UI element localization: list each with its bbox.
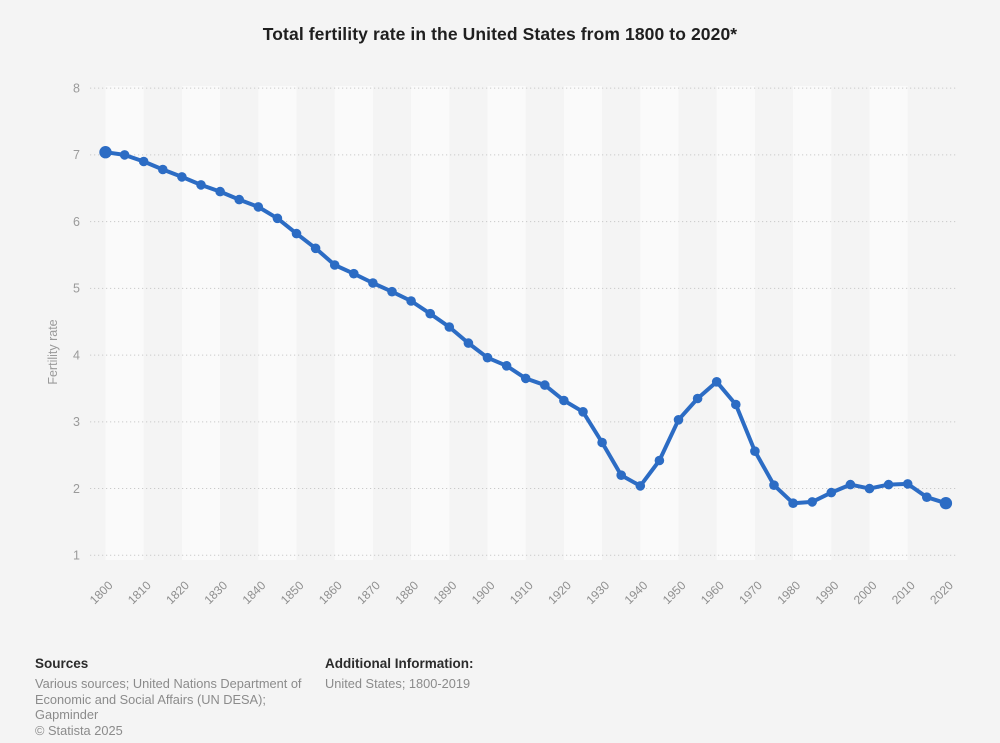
x-axis-tick-label: 1970 [736,578,765,607]
decade-band [716,86,755,560]
y-axis-tick-label: 7 [73,148,80,162]
data-point [750,446,760,457]
decade-band [563,86,603,560]
x-axis-tick-label: 1920 [545,578,574,607]
data-point [939,497,953,510]
x-axis-tick-label: 1870 [354,578,383,607]
x-axis-tick-label: 1910 [507,578,536,607]
data-point [349,268,359,279]
decade-band [181,86,221,560]
x-axis-tick-label: 2020 [927,578,956,607]
data-point [826,487,837,498]
data-point [387,286,397,297]
sources-label: Sources [35,656,89,671]
data-point [788,498,798,509]
data-point [234,194,244,205]
y-axis-tick-label: 1 [73,549,80,563]
x-axis-tick-label: 1940 [622,578,651,607]
data-point [177,172,187,182]
x-axis-tick-label: 1850 [278,578,307,607]
data-point [119,150,130,160]
data-point [520,373,531,384]
y-axis-tick-label: 6 [73,215,80,229]
x-axis-tick-label: 1930 [583,578,612,607]
sources-line: Economic and Social Affairs (UN DESA); [35,691,266,707]
data-point [425,308,436,319]
data-point [654,455,665,466]
data-point [406,296,416,306]
data-point [99,146,112,159]
sources-line: Gapminder [35,707,99,723]
data-point [922,492,932,503]
data-point [807,497,817,507]
data-point [158,164,168,175]
x-axis-tick-label: 1830 [201,578,230,607]
x-axis-tick-label: 1880 [392,578,421,607]
data-point [272,213,283,224]
data-point [291,228,302,239]
data-point [215,186,225,197]
decade-band [640,86,679,560]
x-axis-tick-label: 1890 [431,578,460,607]
data-point [845,479,856,490]
data-point [883,479,894,490]
data-point [864,483,875,494]
x-axis-tick-label: 1840 [240,578,269,607]
decade-band [105,86,144,560]
y-axis-tick-label: 2 [73,482,80,496]
additional-information-label: Additional Information: [325,656,474,671]
sources-block: Sources Various sources; United Nations … [35,656,320,738]
y-axis-tick-label: 8 [73,81,80,95]
data-point [482,352,493,363]
data-point [329,260,340,270]
data-point [578,407,588,417]
data-point [902,479,913,489]
additional-information-block: Additional Information: United States; 1… [325,656,625,692]
data-point [444,322,455,332]
x-axis-tick-label: 1860 [316,578,345,607]
x-axis-tick-label: 1990 [813,578,842,607]
decade-band [793,86,832,560]
chart-title: Total fertility rate in the United State… [262,24,738,44]
y-axis-tick-label: 3 [73,415,80,429]
x-axis-tick-label: 2010 [889,578,918,607]
decade-band [487,86,526,560]
copyright-text: © Statista 2025 [35,722,123,738]
x-axis-tick-label: 1950 [660,578,689,607]
data-point [711,377,722,387]
x-axis-tick-label: 1800 [87,578,116,607]
data-point [559,395,569,406]
decade-band [258,86,297,560]
x-axis-tick-label: 1810 [125,578,154,607]
data-point [540,380,550,390]
data-point [692,393,703,404]
y-axis-tick-label: 5 [73,282,80,296]
x-axis-tick-label: 1980 [774,578,803,607]
data-point [597,437,607,448]
data-point [673,415,684,425]
x-axis-tick-label: 2000 [851,578,880,607]
x-axis-tick-label: 1960 [698,578,727,607]
data-point [463,338,474,348]
data-point [731,399,741,410]
data-point [616,470,626,481]
x-axis-tick-label: 1820 [163,578,192,607]
data-point [769,480,779,491]
additional-information-value: United States; 1800-2019 [325,676,471,691]
y-axis-title: Fertility rate [46,319,60,384]
data-point [253,202,264,212]
data-point [138,156,149,167]
x-axis-tick-label: 1900 [469,578,498,607]
data-point [310,243,321,254]
data-point [196,180,206,190]
data-point [635,481,646,491]
decade-band [334,86,373,560]
sources-line: Various sources; United Nations Departme… [35,676,302,691]
fertility-rate-line-chart: 1 2 3 4 5 6 7 8 1800 1810 1820 1830 1840 1850 1860 1870… [46,81,957,607]
data-point [368,278,378,288]
y-axis-tick-label: 4 [73,348,80,362]
data-point [501,361,512,371]
